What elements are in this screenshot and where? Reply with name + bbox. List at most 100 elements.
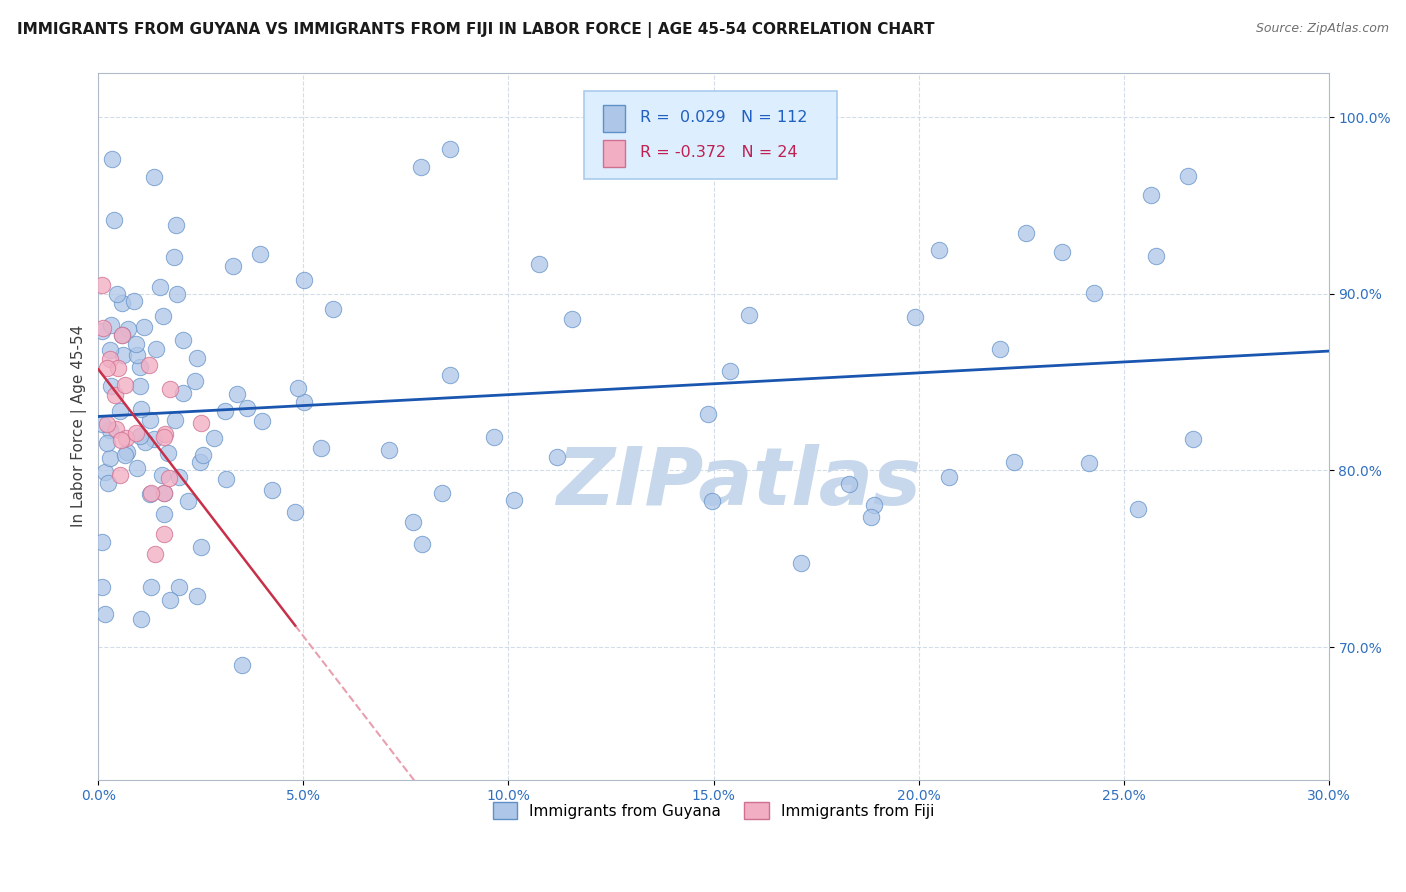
Point (204, 431, 226, 445)
Point (98, 423, 121, 437)
Point (153, 527, 176, 541)
Point (165, 413, 187, 427)
Point (183, 375, 205, 389)
Point (129, 359, 152, 374)
Point (1126, 502, 1149, 516)
Point (110, 433, 132, 447)
Point (439, 142, 461, 156)
Point (718, 364, 741, 378)
Point (138, 358, 160, 372)
Point (322, 301, 344, 316)
Point (503, 492, 526, 507)
Point (527, 257, 550, 271)
Point (159, 383, 181, 397)
Point (214, 403, 236, 417)
Point (143, 432, 166, 446)
Point (156, 446, 179, 460)
Point (222, 260, 245, 274)
Point (250, 414, 273, 428)
Point (100, 379, 122, 393)
Point (190, 455, 212, 469)
Point (127, 348, 149, 362)
Point (134, 319, 156, 334)
Text: ZIPatlas: ZIPatlas (555, 444, 921, 522)
Point (139, 413, 162, 427)
Point (96, 361, 118, 376)
Point (150, 467, 173, 482)
Point (938, 470, 960, 484)
Point (100, 451, 122, 466)
Point (165, 219, 187, 233)
Point (96, 435, 118, 450)
Point (1083, 285, 1105, 300)
Point (91, 321, 114, 335)
Point (139, 487, 162, 501)
Point (104, 422, 127, 436)
Point (186, 589, 208, 603)
Point (546, 450, 568, 464)
Point (94, 465, 117, 479)
Point (249, 247, 271, 261)
Point (1002, 455, 1025, 469)
Point (1050, 245, 1073, 260)
FancyBboxPatch shape (585, 91, 837, 179)
Point (111, 328, 134, 343)
Point (152, 430, 174, 444)
Point (159, 471, 181, 485)
FancyBboxPatch shape (603, 104, 624, 132)
Point (114, 377, 136, 392)
Point (177, 494, 200, 508)
Point (139, 486, 162, 500)
Point (134, 434, 156, 449)
Point (127, 461, 149, 475)
Point (153, 507, 176, 521)
Legend: Immigrants from Guyana, Immigrants from Fiji: Immigrants from Guyana, Immigrants from … (486, 796, 941, 825)
Point (129, 429, 152, 443)
Point (163, 250, 186, 264)
Point (284, 505, 307, 519)
Point (697, 407, 720, 421)
Point (129, 402, 152, 417)
Point (190, 417, 212, 431)
Point (378, 443, 401, 458)
Point (107, 360, 129, 375)
Point (287, 381, 309, 395)
Point (115, 431, 138, 445)
Point (104, 387, 127, 401)
Point (172, 386, 194, 401)
Point (789, 556, 811, 570)
Point (110, 468, 132, 483)
Point (125, 336, 148, 351)
Point (484, 430, 506, 444)
Point (863, 499, 886, 513)
Point (91, 417, 114, 431)
Point (114, 448, 136, 462)
Point (988, 342, 1011, 356)
FancyBboxPatch shape (603, 140, 624, 167)
Point (1140, 188, 1163, 202)
Point (166, 287, 188, 301)
Point (1177, 169, 1199, 183)
Point (97, 475, 120, 490)
Point (105, 287, 128, 301)
Point (193, 448, 215, 462)
Point (117, 445, 139, 459)
Point (439, 368, 461, 383)
Point (117, 322, 139, 336)
Point (904, 310, 927, 324)
Point (292, 395, 315, 409)
Point (859, 510, 882, 524)
Point (91, 277, 114, 292)
Point (152, 486, 174, 500)
Point (190, 541, 212, 555)
Point (131, 612, 153, 626)
Point (409, 160, 432, 174)
Point (309, 441, 332, 455)
Point (236, 401, 259, 416)
Point (1078, 456, 1101, 470)
Point (143, 547, 166, 561)
Point (1015, 226, 1038, 240)
Point (111, 295, 134, 310)
Point (149, 280, 172, 294)
Point (153, 426, 176, 441)
